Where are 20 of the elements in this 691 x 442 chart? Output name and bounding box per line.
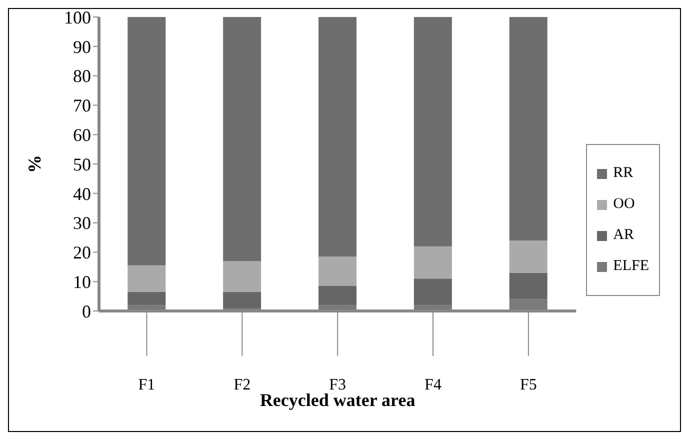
- y-tick-label: 40: [73, 184, 91, 204]
- legend-label: OO: [613, 196, 635, 213]
- x-tick-label: F4: [424, 376, 442, 394]
- y-tick-label: 60: [73, 124, 91, 145]
- y-tick-label: 70: [73, 96, 91, 116]
- y-tick-label: 100: [64, 7, 91, 28]
- y-tick-label: 30: [73, 213, 91, 234]
- y-tick-label: 20: [73, 242, 91, 263]
- x-tick-label: F5: [520, 376, 537, 394]
- legend-label: RR: [613, 165, 634, 182]
- y-tick-label: 50: [73, 154, 91, 174]
- legend-label: ELFE: [613, 258, 649, 275]
- y-tick-label: 90: [73, 36, 91, 57]
- legend-label: AR: [613, 227, 634, 244]
- y-tick-label: 80: [73, 66, 91, 86]
- y-axis-title: %: [24, 155, 44, 173]
- y-tick-label: 10: [73, 272, 91, 292]
- x-tick-label: F1: [138, 376, 156, 394]
- x-tick-label: F2: [234, 376, 251, 394]
- y-tick-label: 0: [82, 301, 91, 322]
